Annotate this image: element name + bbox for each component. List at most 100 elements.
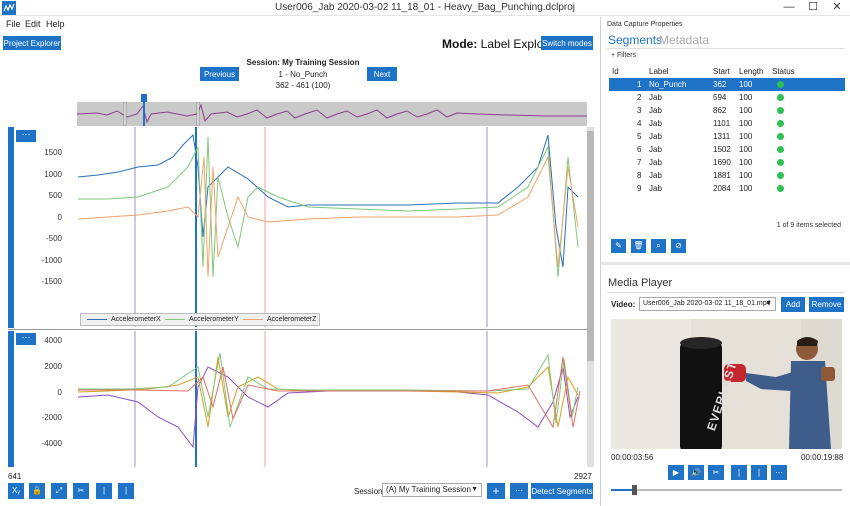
row-length: 100 (739, 119, 753, 128)
detect-segments-button[interactable]: Detect Segments (531, 483, 593, 499)
add-video-button[interactable]: Add (781, 297, 805, 312)
legend-item-y: AccelerometerY (165, 316, 239, 323)
row-label: Jab (649, 184, 662, 193)
hide-segment-icon[interactable]: ⊘ (671, 239, 686, 253)
legend-label: AccelerometerY (189, 316, 239, 323)
switch-modes-button[interactable]: Switch modes (541, 36, 593, 50)
row-label: Jab (649, 158, 662, 167)
row-label: Jab (649, 171, 662, 180)
table-row[interactable]: 4 Jab 1101 100 (609, 117, 845, 130)
row-length: 100 (739, 93, 753, 102)
media-player-title: Media Player (608, 277, 673, 289)
row-start: 1690 (713, 158, 731, 167)
legend-label: AccelerometerZ (267, 316, 317, 323)
previous-button[interactable]: Previous (200, 67, 239, 81)
minimize-button[interactable]: — (783, 1, 795, 13)
row-length: 100 (739, 80, 753, 89)
plot2-more-button[interactable]: ··· (16, 333, 36, 345)
table-row[interactable]: 2 Jab 594 100 (609, 91, 845, 104)
overview-position-marker[interactable] (141, 94, 147, 102)
plot1-ytick: -1500 (41, 277, 62, 286)
filters-toggle[interactable]: + Filters (611, 52, 637, 59)
close-button[interactable]: ✕ (832, 1, 842, 13)
mode-indicator: Mode: Label Explorer (442, 37, 558, 51)
table-row[interactable]: 9 Jab 2084 100 (609, 182, 845, 195)
menu-help[interactable]: Help (46, 19, 65, 29)
row-start: 362 (713, 80, 727, 89)
table-row[interactable]: 7 Jab 1690 100 (609, 156, 845, 169)
plot1-ytick: -1000 (41, 256, 62, 265)
chevron-down-icon: ▼ (765, 300, 772, 307)
row-start: 1502 (713, 145, 731, 154)
window-title: User006_Jab 2020-03-02 11_18_01 - Heavy_… (274, 2, 576, 13)
add-session-button[interactable]: + (487, 483, 505, 499)
seek-thumb[interactable] (632, 485, 637, 495)
remove-video-button[interactable]: Remove (809, 297, 844, 312)
scissors-icon[interactable]: ✂ (73, 483, 89, 499)
mark-end-icon[interactable]: | (118, 483, 134, 499)
next-button[interactable]: Next (367, 67, 397, 81)
plot1-ytick: 0 (57, 213, 62, 222)
delete-segment-icon[interactable]: 🗑 (631, 239, 646, 253)
row-id: 5 (637, 132, 642, 141)
plot2-ytick: -4000 (41, 439, 62, 448)
volume-icon[interactable]: 🔊 (688, 465, 704, 480)
column-header-length[interactable]: Length (739, 67, 764, 76)
menu-file[interactable]: File (6, 19, 21, 29)
lock-icon[interactable]: 🔒 (29, 483, 45, 499)
tab-segments[interactable]: Segments (608, 33, 663, 47)
seek-bar-track[interactable] (636, 489, 842, 491)
video-select[interactable]: User006_Jab 2020-03-02 11_18_01.mp4 ▼ (639, 297, 776, 311)
row-label: Jab (649, 145, 662, 154)
plot-divider (8, 329, 588, 330)
plot1-more-button[interactable]: ··· (16, 130, 36, 142)
search-segment-icon[interactable]: ⌕ (651, 239, 666, 253)
table-row[interactable]: 3 Jab 862 100 (609, 104, 845, 117)
menu-edit[interactable]: Edit (25, 19, 41, 29)
panel-splitter[interactable] (601, 262, 850, 265)
mark-start-icon[interactable]: | (731, 465, 747, 480)
session-more-button[interactable]: ··· (510, 483, 528, 499)
mark-start-icon[interactable]: | (96, 483, 112, 499)
plot1-ytick: -500 (45, 234, 62, 243)
video-frame[interactable]: EVERLAST (611, 319, 842, 449)
status-ok-icon (777, 146, 784, 153)
plot2-frame-bar (8, 331, 14, 467)
media-more-button[interactable]: ··· (771, 465, 787, 480)
session-select[interactable]: (A) My Training Session ▼ (382, 483, 482, 497)
scissors-icon[interactable]: ✂ (708, 465, 724, 480)
title-bar: User006_Jab 2020-03-02 11_18_01 - Heavy_… (0, 0, 850, 16)
row-id: 6 (637, 145, 642, 154)
column-header-status[interactable]: Status (772, 67, 795, 76)
row-start: 2084 (713, 184, 731, 193)
play-icon[interactable]: ▶ (668, 465, 684, 480)
column-header-start[interactable]: Start (713, 67, 730, 76)
status-ok-icon (777, 133, 784, 140)
plot1-ytick: 1500 (44, 148, 62, 157)
edit-segment-icon[interactable]: ✎ (611, 239, 626, 253)
maximize-button[interactable]: ☐ (808, 1, 818, 13)
fit-view-icon[interactable]: ⤢ (51, 483, 67, 499)
column-header-label[interactable]: Label (649, 67, 669, 76)
row-length: 100 (739, 145, 753, 154)
mark-end-icon[interactable]: | (751, 465, 767, 480)
project-explorer-button[interactable]: Project Explorer (3, 36, 61, 50)
column-header-id[interactable]: Id (612, 67, 619, 76)
row-label: Jab (649, 119, 662, 128)
signal-plot[interactable] (8, 127, 586, 467)
xy-axis-button[interactable]: Xᵧ (8, 483, 24, 499)
plot1-ytick: 1000 (44, 170, 62, 179)
table-row[interactable]: 8 Jab 1881 100 (609, 169, 845, 182)
legend-item-x: AccelerometerX (87, 316, 161, 323)
row-label: Jab (649, 132, 662, 141)
table-row[interactable]: 6 Jab 1502 100 (609, 143, 845, 156)
plot-scroll-thumb[interactable] (587, 131, 594, 361)
table-row[interactable]: 5 Jab 1311 100 (609, 130, 845, 143)
tab-metadata[interactable]: Metadata (659, 33, 710, 47)
row-start: 1101 (713, 119, 731, 128)
overview-strip[interactable] (76, 94, 587, 127)
table-row[interactable]: 1 No_Punch 362 100 (609, 78, 845, 91)
chevron-down-icon: ▼ (471, 486, 478, 493)
status-ok-icon (777, 94, 784, 101)
row-id: 1 (637, 80, 642, 89)
